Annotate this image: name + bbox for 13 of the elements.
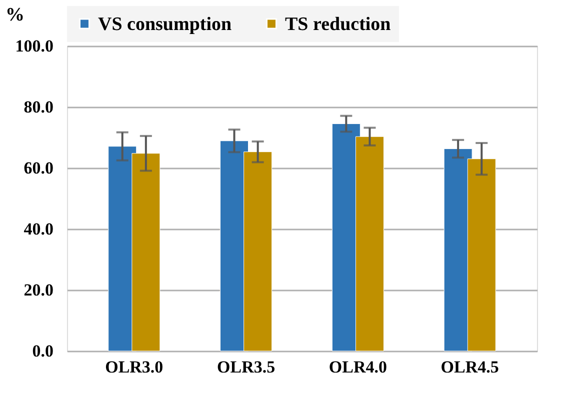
x-tick-label: OLR4.5 [440,358,499,376]
x-tick-label: OLR3.0 [105,358,164,376]
y-tick-label: 20.0 [24,280,54,300]
y-tick-label: 80.0 [24,98,54,116]
legend-label: TS reduction [285,14,392,35]
legend-label: VS consumption [98,14,232,35]
x-tick-label: OLR4.0 [328,358,387,376]
y-tick-label: 60.0 [24,158,54,178]
y-tick-label: 40.0 [24,220,54,238]
x-tick-label: OLR3.5 [217,358,276,376]
y-tick-label: 0.0 [32,342,54,360]
y-axis-title: % [6,4,24,26]
y-tick-label: 100.0 [15,36,54,56]
